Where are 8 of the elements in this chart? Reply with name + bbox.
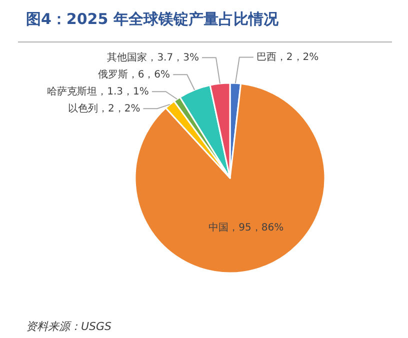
chart-title: 图4：2025 年全球镁锭产量占比情况 bbox=[26, 10, 280, 28]
slice-label: 哈萨克斯坦，1.3，1% bbox=[47, 85, 149, 98]
slice-label: 以色列，2，2% bbox=[68, 102, 140, 114]
slice-label: 其他国家，3.7，3% bbox=[107, 51, 199, 64]
slice-label: 俄罗斯，6，6% bbox=[98, 68, 170, 80]
text: 资料来源：USGS bbox=[26, 320, 112, 333]
slice-label: 巴西，2，2% bbox=[256, 52, 319, 63]
slice-label: 中国，95，86% bbox=[208, 221, 284, 234]
